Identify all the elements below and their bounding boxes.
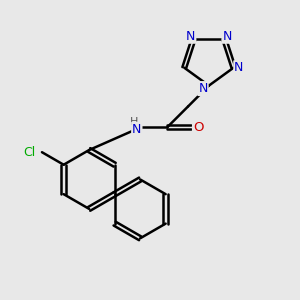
Text: N: N bbox=[222, 30, 232, 43]
Text: H: H bbox=[130, 117, 138, 127]
Text: O: O bbox=[193, 121, 203, 134]
Text: N: N bbox=[186, 30, 195, 43]
Text: N: N bbox=[198, 82, 208, 95]
Text: N: N bbox=[132, 123, 142, 136]
Text: N: N bbox=[234, 61, 244, 74]
Text: Cl: Cl bbox=[23, 146, 35, 159]
